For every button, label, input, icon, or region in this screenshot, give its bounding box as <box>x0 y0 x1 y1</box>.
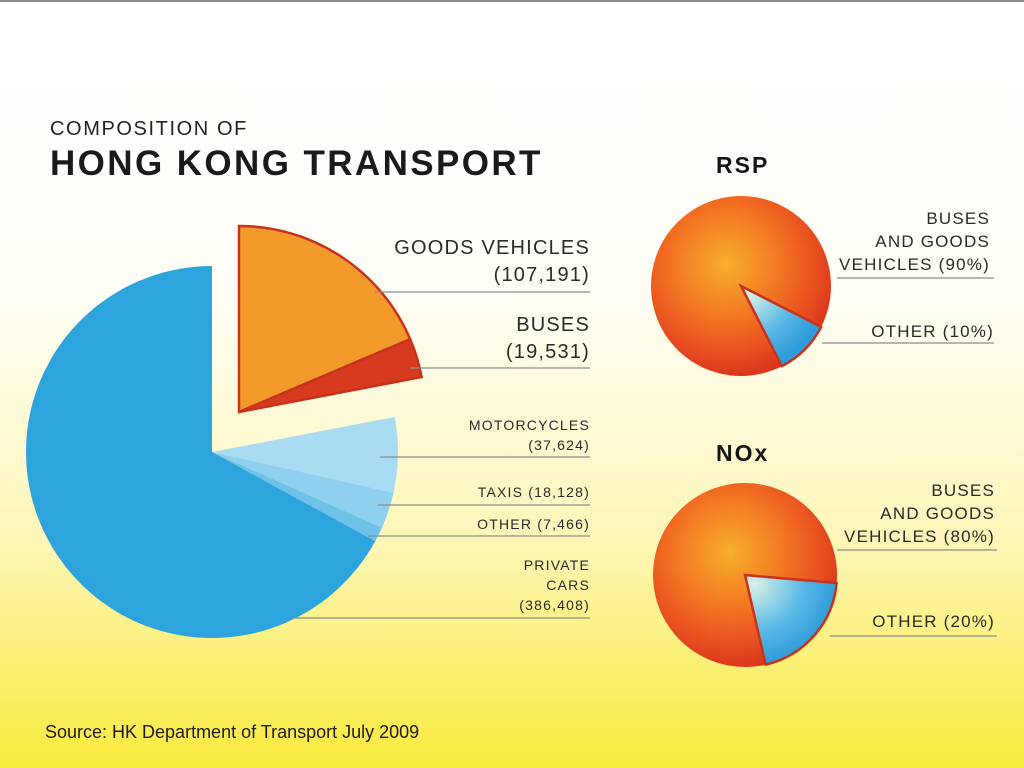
page-title: HONG KONG TRANSPORT <box>50 144 543 183</box>
label-taxis: TAXIS (18,128) <box>477 484 590 500</box>
slice-taxis <box>212 452 394 528</box>
label-motorcycles: MOTORCYCLES (37,624) <box>468 417 590 453</box>
label-private-cars: PRIVATE CARS (386,408) <box>519 557 590 613</box>
label-rsp-other: OTHER (10%) <box>871 322 994 341</box>
slice-goods <box>237 224 412 414</box>
slice-private-cars <box>26 266 376 638</box>
label-goods-vehicles: GOODS VEHICLES (107,191) <box>394 237 590 286</box>
slice-other <box>743 573 839 667</box>
top-border <box>0 0 1024 2</box>
label-nox-buses-goods: BUSES AND GOODS VEHICLES (80%) <box>844 481 995 546</box>
nox-pie <box>652 483 839 668</box>
source-note: Source: HK Department of Transport July … <box>45 722 420 742</box>
label-nox-other: OTHER (20%) <box>872 612 995 631</box>
slice-other <box>738 283 823 368</box>
main-pie <box>26 224 424 638</box>
slice-other <box>212 452 382 542</box>
rsp-title: RSP <box>716 152 770 178</box>
nox-title: NOx <box>716 440 770 466</box>
label-rsp-buses-goods: BUSES AND GOODS VEHICLES (90%) <box>839 209 990 274</box>
title-prefix: COMPOSITION OF <box>50 118 248 140</box>
rsp-pie <box>651 195 832 376</box>
slice-buses <box>238 337 424 414</box>
label-other: OTHER (7,466) <box>477 516 590 532</box>
slice-motorcycles <box>212 416 398 493</box>
label-buses: BUSES (19,531) <box>505 314 590 363</box>
